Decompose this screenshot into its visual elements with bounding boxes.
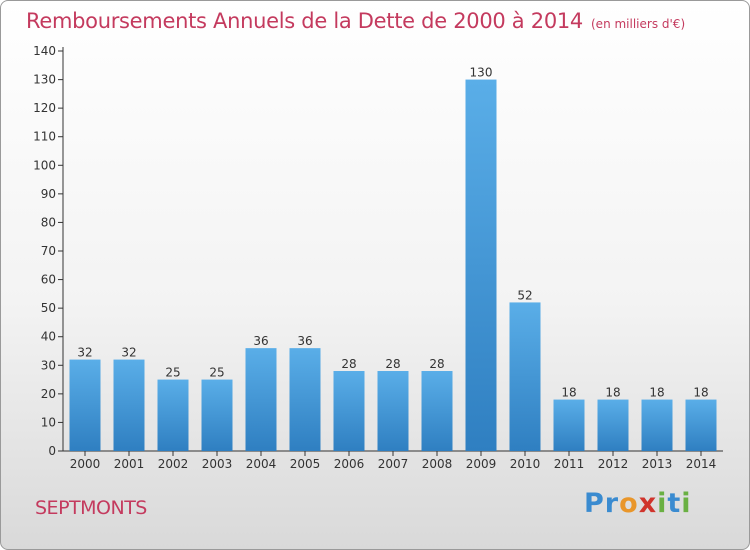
y-tick-label: 100 xyxy=(33,158,56,172)
y-tick-label: 70 xyxy=(41,244,56,258)
y-tick-label: 130 xyxy=(33,73,56,87)
x-tick-label: 2004 xyxy=(246,457,277,471)
chart-title: Remboursements Annuels de la Dette de 20… xyxy=(26,9,685,33)
y-tick-label: 110 xyxy=(33,130,56,144)
x-tick-label: 2007 xyxy=(378,457,409,471)
y-tick-label: 20 xyxy=(41,387,56,401)
bar-value-label: 18 xyxy=(605,386,620,400)
x-tick-label: 2009 xyxy=(466,457,497,471)
bar-value-label: 28 xyxy=(429,357,444,371)
x-tick-label: 2012 xyxy=(598,457,629,471)
logo-letter: t xyxy=(667,488,682,519)
bar-value-label: 36 xyxy=(253,334,268,348)
x-tick-label: 2006 xyxy=(334,457,365,471)
chart-unit-note: (en milliers d'€) xyxy=(591,17,686,31)
bar xyxy=(201,379,233,451)
logo-letter: o xyxy=(619,488,639,519)
bar-value-label: 28 xyxy=(385,357,400,371)
bar-value-label: 130 xyxy=(470,66,493,80)
y-tick-label: 140 xyxy=(33,44,56,58)
bar xyxy=(465,79,497,452)
bar xyxy=(597,399,629,451)
bar xyxy=(113,359,145,451)
bar xyxy=(553,399,585,451)
commune-name: SEPTMONTS xyxy=(35,497,147,519)
x-tick-label: 2003 xyxy=(202,457,233,471)
x-tick-label: 2011 xyxy=(554,457,585,471)
logo-letter: i xyxy=(681,488,692,519)
bar xyxy=(377,371,409,451)
x-tick-label: 2013 xyxy=(642,457,673,471)
bar xyxy=(289,348,321,451)
bar-value-label: 32 xyxy=(77,346,92,360)
bar xyxy=(685,399,717,451)
logo-letter: P xyxy=(584,488,605,519)
logo-letter: x xyxy=(638,488,658,519)
bar-value-label: 28 xyxy=(341,357,356,371)
bar-value-label: 25 xyxy=(209,366,224,380)
x-tick-label: 2014 xyxy=(686,457,717,471)
x-tick-label: 2008 xyxy=(422,457,453,471)
y-tick-label: 40 xyxy=(41,330,56,344)
y-tick-label: 80 xyxy=(41,215,56,229)
logo-letter: r xyxy=(604,488,620,519)
chart-title-main: Remboursements Annuels de la Dette de 20… xyxy=(26,9,583,33)
x-tick-label: 2001 xyxy=(114,457,145,471)
bar-value-label: 52 xyxy=(517,288,532,302)
bar xyxy=(245,348,277,451)
bar-value-label: 25 xyxy=(165,366,180,380)
bar xyxy=(421,371,453,451)
bar-value-label: 18 xyxy=(561,386,576,400)
y-tick-label: 10 xyxy=(41,415,56,429)
bar-value-label: 18 xyxy=(649,386,664,400)
bar xyxy=(333,371,365,451)
x-tick-label: 2002 xyxy=(158,457,189,471)
y-tick-label: 60 xyxy=(41,273,56,287)
x-tick-label: 2010 xyxy=(510,457,541,471)
y-tick-label: 120 xyxy=(33,101,56,115)
y-tick-label: 50 xyxy=(41,301,56,315)
bar-value-label: 32 xyxy=(121,346,136,360)
x-tick-label: 2005 xyxy=(290,457,321,471)
y-tick-label: 30 xyxy=(41,358,56,372)
proxiti-logo: Proxiti xyxy=(584,488,692,519)
x-tick-label: 2000 xyxy=(70,457,101,471)
bar-value-label: 36 xyxy=(297,334,312,348)
bar xyxy=(509,302,541,451)
y-tick-label: 90 xyxy=(41,187,56,201)
logo-letter: i xyxy=(657,488,668,519)
bar-value-label: 18 xyxy=(693,386,708,400)
bar xyxy=(641,399,673,451)
bar xyxy=(69,359,101,451)
y-tick-label: 0 xyxy=(48,444,56,458)
bar xyxy=(157,379,189,451)
